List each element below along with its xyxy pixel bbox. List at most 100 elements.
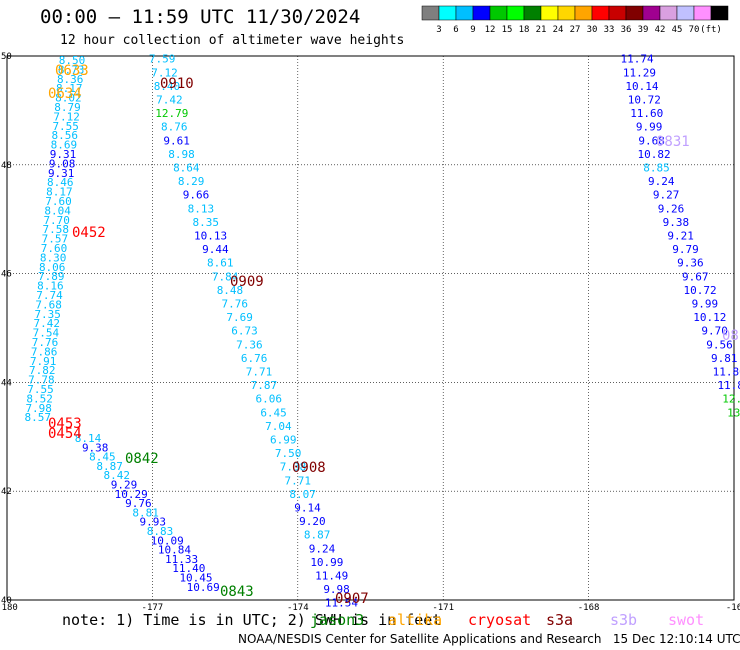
colorbar-label: (ft) — [700, 25, 722, 35]
swh-value: 11.60 — [630, 107, 663, 120]
colorbar-label: 24 — [553, 25, 564, 35]
swh-value: 9.98 — [323, 583, 350, 596]
swh-value: 11.40 — [172, 562, 205, 575]
swh-value: 9.56 — [706, 338, 733, 351]
swh-value: 8.76 — [161, 121, 188, 134]
swh-value: 9.27 — [653, 189, 680, 202]
swh-value: 9.93 — [140, 516, 167, 529]
swh-value: 11.49 — [315, 570, 348, 583]
swh-value: 8.87 — [304, 529, 331, 542]
swh-value: 10.09 — [151, 534, 184, 547]
colorbar-label: 30 — [587, 25, 598, 35]
swh-value: 7.82 — [29, 364, 56, 377]
swh-value: 11.33 — [165, 553, 198, 566]
swh-value: 7.35 — [34, 308, 61, 321]
swh-value: 9.24 — [648, 175, 675, 188]
swh-value: 8.83 — [147, 525, 174, 538]
swh-value: 9.61 — [163, 134, 190, 147]
y-tick-label: 50 — [1, 52, 12, 62]
swh-value: 7.78 — [28, 374, 55, 387]
y-tick-label: 40 — [1, 596, 12, 606]
pass-label-0634: 0634 — [48, 86, 82, 102]
swh-value: 9.38 — [82, 441, 109, 454]
swh-value: 8.02 — [55, 92, 82, 105]
swh-value: 7.42 — [34, 317, 61, 330]
swh-value: 7.04 — [265, 420, 292, 433]
legend-s3b: s3b — [610, 611, 638, 629]
swh-value: 13.21 — [727, 406, 740, 419]
pass-label-0909: 0909 — [230, 274, 264, 290]
swh-value: 9.38 — [663, 216, 690, 229]
swh-value: 6.45 — [260, 406, 287, 419]
swh-value: 11.54 — [325, 597, 358, 610]
swh-value: 10.45 — [179, 572, 212, 585]
swh-value: 7.55 — [27, 383, 54, 396]
swh-value: 8.61 — [207, 257, 234, 270]
satellite-tracks: 7.597.128.407.4212.798.769.618.988.648.2… — [25, 53, 740, 610]
swh-value: 8.36 — [57, 73, 84, 86]
swh-value: 6.76 — [241, 352, 268, 365]
swh-value: 10.84 — [158, 544, 191, 557]
pass-label-0633: 0633 — [55, 63, 89, 79]
swh-value: 7.57 — [42, 233, 69, 246]
swh-value: 8.52 — [26, 392, 53, 405]
swh-value: 7.91 — [30, 355, 57, 368]
swh-value: 7.55 — [52, 120, 79, 133]
swh-value: 9.67 — [682, 270, 709, 283]
swh-value: 11.80 — [713, 366, 740, 379]
swh-value: 7.36 — [236, 338, 263, 351]
legend-cryosat: cryosat — [468, 611, 532, 629]
swh-value: 10.82 — [637, 148, 670, 161]
swh-value: 8.29 — [178, 175, 205, 188]
colorbar-label: 18 — [519, 25, 530, 35]
colorbar-label: 9 — [470, 25, 475, 35]
track-labels: 0910 0909 0908 0907 0452 0453 0454 0842 … — [48, 63, 739, 607]
swh-value: 6.99 — [270, 434, 297, 447]
colorbar-label: 27 — [570, 25, 581, 35]
grid-lines — [7, 56, 734, 600]
swh-value: 7.89 — [38, 270, 65, 283]
swh-value: 9.70 — [701, 325, 728, 338]
swh-value: 9.76 — [125, 497, 152, 510]
swh-value: 9.14 — [294, 502, 321, 515]
legend-altika: altika — [388, 611, 443, 629]
swh-value: 7.71 — [246, 366, 273, 379]
footnote: note: 1) Time is in UTC; 2) SWH is in fe… — [62, 611, 442, 629]
swh-value: 7.68 — [35, 298, 62, 311]
swh-value: 7.60 — [45, 195, 72, 208]
swh-value: 8.17 — [56, 82, 83, 95]
swh-value: 9.36 — [677, 257, 704, 270]
swh-value: 9.24 — [309, 542, 336, 555]
x-tick-label: -16 — [726, 603, 740, 610]
x-tick-label: -174 — [287, 603, 309, 610]
swh-value: 8.13 — [188, 202, 215, 215]
x-tick-label: -180 — [0, 603, 18, 610]
legend-swot: swot — [668, 611, 705, 629]
swh-value: 8.85 — [643, 162, 670, 175]
y-tick-label: 44 — [1, 378, 12, 388]
y-tick-label: 46 — [1, 270, 12, 280]
swh-value: 10.14 — [625, 80, 658, 93]
pass-label-0908: 0908 — [292, 460, 326, 476]
colorbar-swatch — [710, 5, 729, 21]
swh-value: 6.06 — [255, 393, 282, 406]
swh-value: 10.72 — [628, 94, 661, 107]
swh-value: 8.04 — [44, 204, 71, 217]
swh-value: 10.72 — [684, 284, 717, 297]
swh-value: 11.29 — [623, 66, 656, 79]
swh-value: 7.69 — [226, 311, 253, 324]
swh-value: 7.87 — [251, 379, 278, 392]
pass-label-0831: 0831 — [656, 134, 690, 150]
plot-frame — [6, 55, 735, 601]
swh-value: 10.12 — [693, 311, 726, 324]
swh-value: 8.73 — [58, 63, 85, 76]
y-tick-label: 42 — [1, 487, 12, 497]
pass-label-0910: 0910 — [160, 76, 194, 92]
colorbar: 3 6 9 12 15 18 21 24 27 30 33 36 39 42 45 70 (ft) — [421, 5, 729, 35]
swh-value: 8.69 — [51, 139, 78, 152]
swh-value: 7.74 — [36, 289, 63, 302]
colorbar-label: 3 — [436, 25, 441, 35]
swh-value: 8.79 — [54, 101, 81, 114]
swh-value: 10.69 — [187, 581, 220, 594]
swh-value: 8.40 — [154, 80, 181, 93]
